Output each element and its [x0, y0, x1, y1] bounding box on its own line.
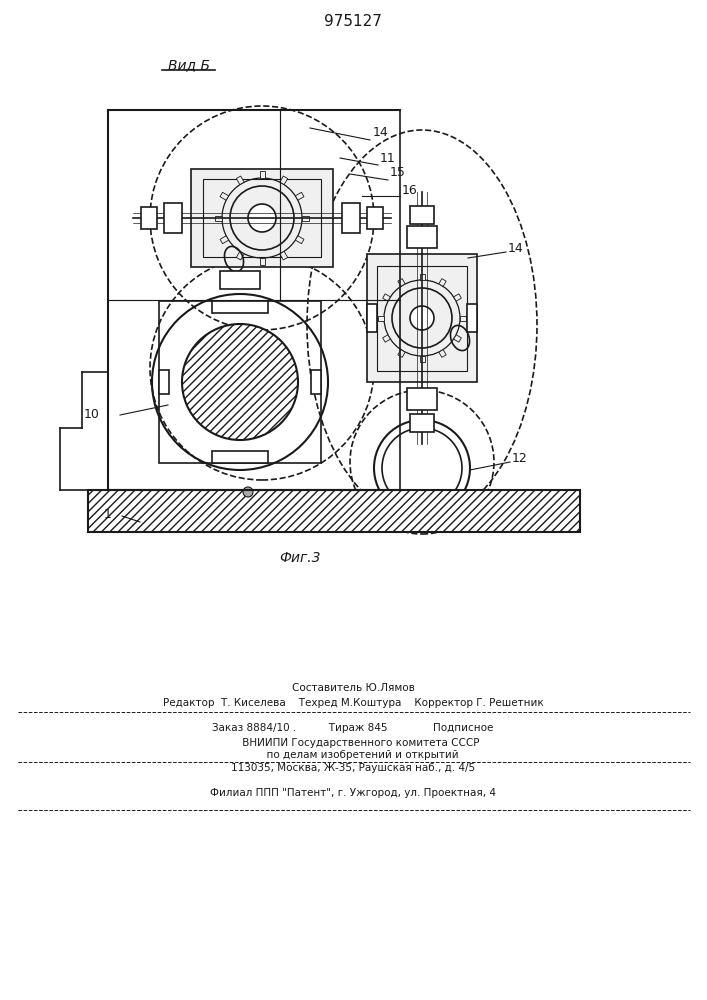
Polygon shape [296, 192, 304, 200]
Text: Заказ 8884/10 .          Тираж 845              Подписное: Заказ 8884/10 . Тираж 845 Подписное [212, 723, 493, 733]
Bar [220, 271, 260, 289]
Text: ВНИИПИ Государственного комитета СССР: ВНИИПИ Государственного комитета СССР [226, 738, 480, 748]
Polygon shape [419, 356, 424, 362]
Polygon shape [220, 236, 228, 244]
Bar [410, 206, 434, 224]
Text: 10: 10 [84, 408, 100, 422]
Polygon shape [302, 216, 309, 221]
Polygon shape [259, 258, 264, 265]
Polygon shape [454, 335, 462, 342]
Polygon shape [280, 176, 288, 185]
Text: 113035, Москва, Ж-35, Раушская наб., д. 4/5: 113035, Москва, Ж-35, Раушская наб., д. … [231, 763, 475, 773]
Bar [467, 304, 477, 332]
Bar [367, 207, 383, 229]
Text: 16: 16 [402, 184, 418, 196]
Polygon shape [215, 216, 222, 221]
Circle shape [374, 420, 470, 516]
Polygon shape [398, 279, 405, 286]
Text: 11: 11 [380, 151, 396, 164]
Polygon shape [382, 294, 390, 301]
Circle shape [182, 324, 298, 440]
Text: Составитель Ю.Лямов: Составитель Ю.Лямов [291, 683, 414, 693]
Bar [212, 301, 268, 313]
Text: Филиал ППП "Патент", г. Ужгород, ул. Проектная, 4: Филиал ППП "Патент", г. Ужгород, ул. Про… [210, 788, 496, 798]
Text: по делам изобретений и открытий: по делам изобретений и открытий [247, 750, 459, 760]
Polygon shape [378, 316, 384, 320]
Circle shape [382, 428, 462, 508]
Bar [367, 304, 377, 332]
Circle shape [248, 204, 276, 232]
Circle shape [243, 487, 253, 497]
Polygon shape [454, 294, 462, 301]
Bar [141, 207, 157, 229]
Polygon shape [236, 176, 244, 185]
Bar [203, 179, 321, 257]
Text: 14: 14 [508, 241, 524, 254]
Circle shape [410, 306, 434, 330]
Text: Редактор  Т. Киселева    Техред М.Коштура    Корректор Г. Решетник: Редактор Т. Киселева Техред М.Коштура Ко… [163, 698, 544, 708]
Text: 15: 15 [390, 166, 406, 180]
Polygon shape [236, 251, 244, 260]
Text: 14: 14 [373, 126, 389, 139]
Bar [191, 169, 333, 267]
Polygon shape [439, 279, 446, 286]
Bar [410, 414, 434, 432]
Bar [164, 203, 182, 233]
Polygon shape [296, 236, 304, 244]
Bar [342, 203, 360, 233]
Polygon shape [460, 316, 466, 320]
Polygon shape [220, 192, 228, 200]
Polygon shape [280, 251, 288, 260]
Polygon shape [398, 350, 405, 357]
Text: 1: 1 [104, 508, 112, 520]
Bar [159, 370, 169, 394]
Text: Вид Б: Вид Б [168, 58, 210, 72]
Polygon shape [259, 171, 264, 178]
Bar [367, 254, 477, 382]
Bar [88, 490, 580, 532]
Text: 975127: 975127 [324, 14, 382, 29]
Bar [407, 388, 437, 410]
Polygon shape [439, 350, 446, 357]
Bar [377, 265, 467, 370]
Text: Фиг.3: Фиг.3 [279, 551, 321, 565]
Bar [212, 451, 268, 463]
Bar [407, 226, 437, 248]
Polygon shape [419, 274, 424, 280]
Bar [159, 301, 321, 463]
Text: 12: 12 [512, 452, 527, 464]
Polygon shape [382, 335, 390, 342]
Bar [311, 370, 321, 394]
